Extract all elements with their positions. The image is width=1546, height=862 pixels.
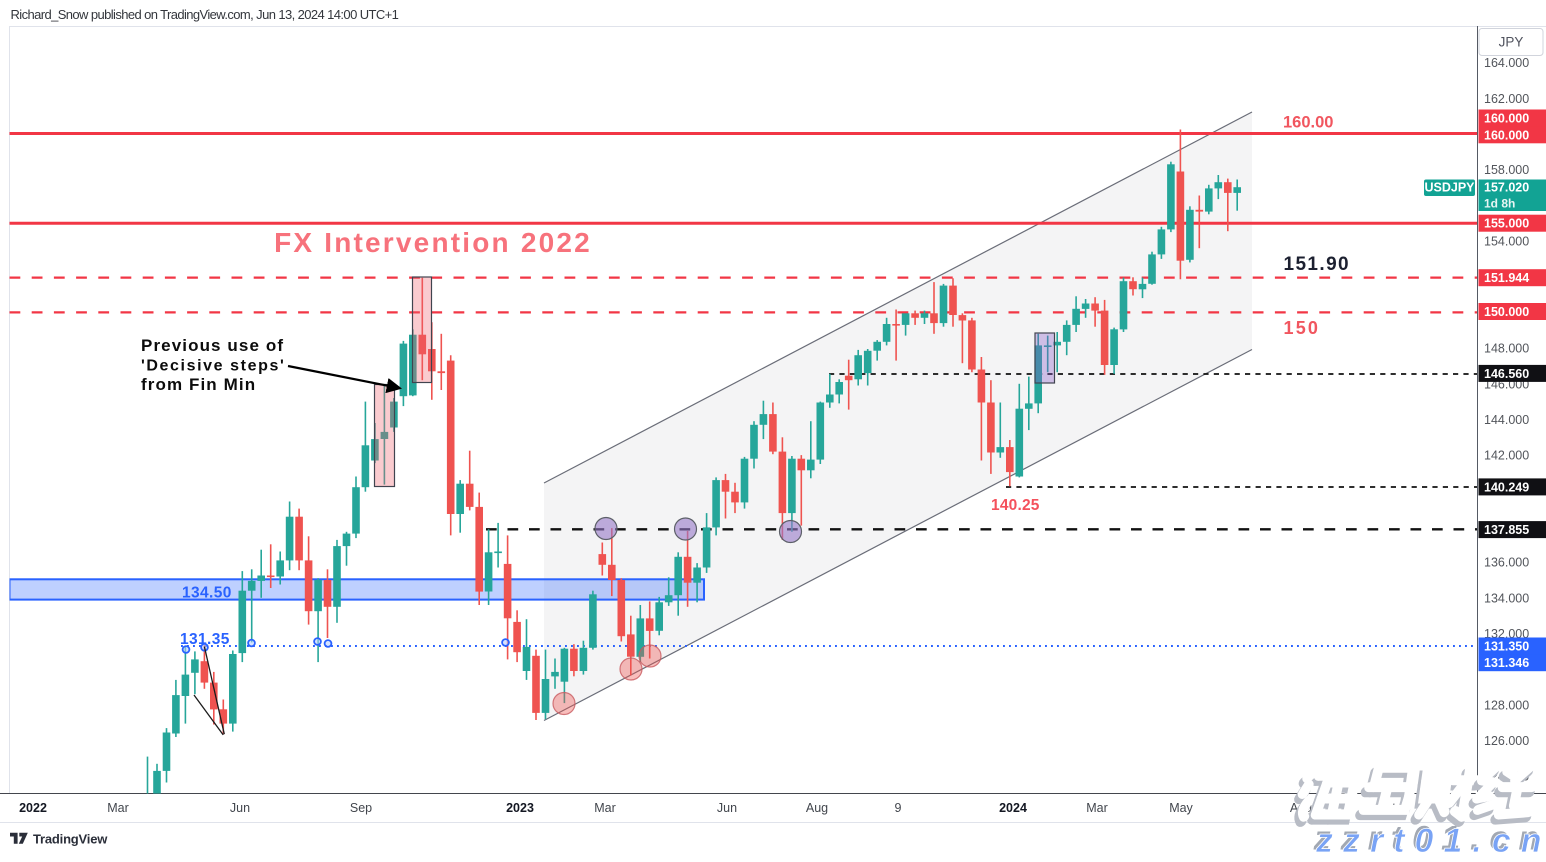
- svg-text:134.50: 134.50: [182, 585, 232, 602]
- svg-text:Mar: Mar: [107, 801, 129, 815]
- svg-text:Jun: Jun: [230, 801, 250, 815]
- svg-text:131.350: 131.350: [1484, 640, 1529, 654]
- svg-text:157.020: 157.020: [1484, 181, 1529, 195]
- svg-text:128.000: 128.000: [1484, 698, 1529, 712]
- svg-text:USDJPY: USDJPY: [1424, 181, 1475, 195]
- svg-text:151.944: 151.944: [1484, 271, 1529, 285]
- svg-text:Mar: Mar: [1086, 801, 1108, 815]
- svg-text:151.90: 151.90: [1284, 254, 1351, 275]
- svg-text:150.000: 150.000: [1484, 305, 1529, 319]
- svg-text:Previous use of: Previous use of: [141, 336, 284, 355]
- svg-text:148.000: 148.000: [1484, 342, 1529, 356]
- svg-text:TradingView: TradingView: [33, 832, 108, 847]
- svg-text:137.855: 137.855: [1484, 523, 1529, 537]
- svg-text:May: May: [1169, 801, 1193, 815]
- svg-text:162.000: 162.000: [1484, 92, 1529, 106]
- svg-text:164.000: 164.000: [1484, 56, 1529, 70]
- svg-text:Aug: Aug: [806, 801, 828, 815]
- svg-text:Sep: Sep: [350, 801, 372, 815]
- svg-text:155.000: 155.000: [1484, 217, 1529, 231]
- svg-text:136.000: 136.000: [1484, 556, 1529, 570]
- svg-text:150: 150: [1284, 318, 1321, 338]
- svg-text:zzrt01.cn: zzrt01.cn: [1315, 822, 1546, 857]
- svg-text:131.346: 131.346: [1484, 656, 1529, 670]
- svg-text:2023: 2023: [506, 801, 534, 815]
- svg-text:'Decisive steps': 'Decisive steps': [141, 358, 285, 375]
- svg-text:Richard_Snow published on Trad: Richard_Snow published on TradingView.co…: [11, 7, 399, 22]
- svg-text:160.000: 160.000: [1484, 112, 1529, 126]
- svg-text:140.25: 140.25: [991, 497, 1040, 514]
- svg-text:140.249: 140.249: [1484, 480, 1529, 494]
- svg-text:160.00: 160.00: [1283, 114, 1333, 132]
- svg-text:2024: 2024: [999, 801, 1027, 815]
- svg-text:158.000: 158.000: [1484, 163, 1529, 177]
- svg-text:126.000: 126.000: [1484, 734, 1529, 748]
- svg-text:Mar: Mar: [594, 801, 616, 815]
- svg-text:154.000: 154.000: [1484, 235, 1529, 249]
- svg-text:160.000: 160.000: [1484, 128, 1529, 142]
- svg-text:1d 8h: 1d 8h: [1484, 197, 1515, 211]
- svg-text:Jun: Jun: [717, 801, 737, 815]
- svg-text:146.560: 146.560: [1484, 367, 1529, 381]
- svg-text:from Fin Min: from Fin Min: [141, 375, 256, 394]
- svg-text:131.35: 131.35: [180, 631, 230, 648]
- svg-text:9: 9: [895, 801, 902, 815]
- svg-text:FX Intervention 2022: FX Intervention 2022: [274, 227, 592, 258]
- svg-text:JPY: JPY: [1499, 35, 1524, 50]
- svg-text:134.000: 134.000: [1484, 591, 1529, 605]
- svg-text:144.000: 144.000: [1484, 413, 1529, 427]
- svg-text:2022: 2022: [19, 801, 47, 815]
- svg-text:142.000: 142.000: [1484, 449, 1529, 463]
